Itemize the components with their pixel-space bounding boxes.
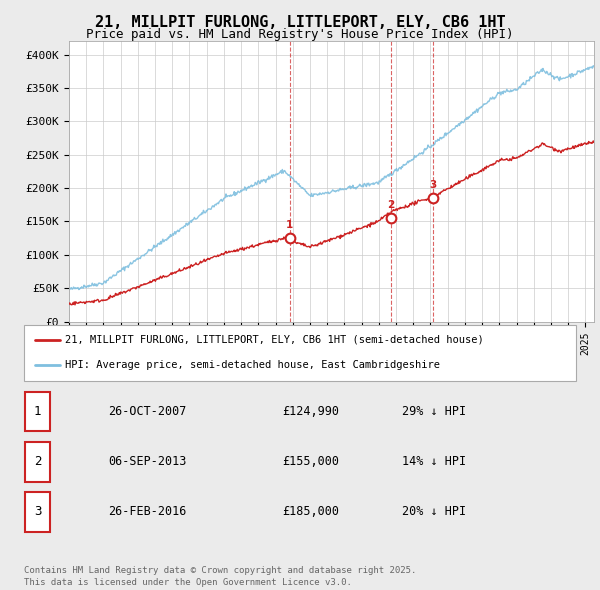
Text: £155,000: £155,000	[282, 455, 339, 468]
Text: HPI: Average price, semi-detached house, East Cambridgeshire: HPI: Average price, semi-detached house,…	[65, 360, 440, 371]
Text: 1: 1	[286, 220, 293, 230]
Text: 29% ↓ HPI: 29% ↓ HPI	[402, 405, 466, 418]
Text: 3: 3	[430, 180, 437, 190]
FancyBboxPatch shape	[25, 392, 50, 431]
Text: 21, MILLPIT FURLONG, LITTLEPORT, ELY, CB6 1HT: 21, MILLPIT FURLONG, LITTLEPORT, ELY, CB…	[95, 15, 505, 30]
Text: 26-FEB-2016: 26-FEB-2016	[108, 505, 187, 519]
FancyBboxPatch shape	[25, 492, 50, 532]
Text: Price paid vs. HM Land Registry's House Price Index (HPI): Price paid vs. HM Land Registry's House …	[86, 28, 514, 41]
FancyBboxPatch shape	[25, 442, 50, 481]
Text: 14% ↓ HPI: 14% ↓ HPI	[402, 455, 466, 468]
Text: £185,000: £185,000	[282, 505, 339, 519]
Text: 2: 2	[34, 455, 41, 468]
Text: £124,990: £124,990	[282, 405, 339, 418]
Text: 26-OCT-2007: 26-OCT-2007	[108, 405, 187, 418]
Text: Contains HM Land Registry data © Crown copyright and database right 2025.
This d: Contains HM Land Registry data © Crown c…	[24, 566, 416, 587]
Text: 2: 2	[387, 200, 394, 210]
Text: 21, MILLPIT FURLONG, LITTLEPORT, ELY, CB6 1HT (semi-detached house): 21, MILLPIT FURLONG, LITTLEPORT, ELY, CB…	[65, 335, 484, 345]
FancyBboxPatch shape	[24, 324, 576, 381]
Text: 06-SEP-2013: 06-SEP-2013	[108, 455, 187, 468]
Text: 1: 1	[34, 405, 41, 418]
Text: 20% ↓ HPI: 20% ↓ HPI	[402, 505, 466, 519]
Text: 3: 3	[34, 505, 41, 519]
